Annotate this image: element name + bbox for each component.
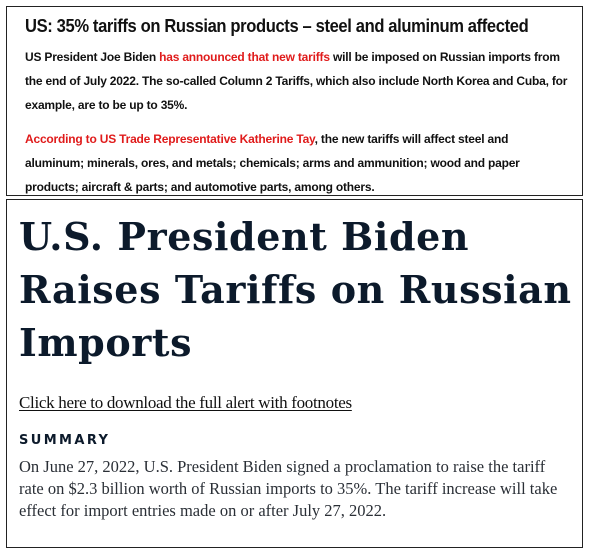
p2-text-end: , the new tariffs will affect steel and … xyxy=(25,132,520,194)
trade-representative-link[interactable]: According to US Trade Representative Kat… xyxy=(25,132,315,146)
p1-text-end: will be imposed on Russian imports from … xyxy=(25,50,568,112)
p1-text-start: US President Joe Biden xyxy=(25,50,160,64)
summary-heading: SUMMARY xyxy=(19,433,111,448)
card-title: US: 35% tariffs on Russian products – st… xyxy=(25,16,529,36)
summary-text: On June 27, 2022, U.S. President Biden s… xyxy=(19,457,558,520)
announcement-link[interactable]: has announced that new tariffs xyxy=(159,50,330,64)
article-headline: U.S. President Biden Raises Tariffs on R… xyxy=(19,214,572,365)
article-panel: U.S. President Biden Raises Tariffs on R… xyxy=(6,199,583,548)
card-paragraph-2: According to US Trade Representative Kat… xyxy=(25,127,568,199)
card-paragraph-1: US President Joe Biden has announced tha… xyxy=(25,45,568,117)
news-card: US: 35% tariffs on Russian products – st… xyxy=(6,6,583,196)
download-alert-link[interactable]: Click here to download the full alert wi… xyxy=(19,393,352,412)
